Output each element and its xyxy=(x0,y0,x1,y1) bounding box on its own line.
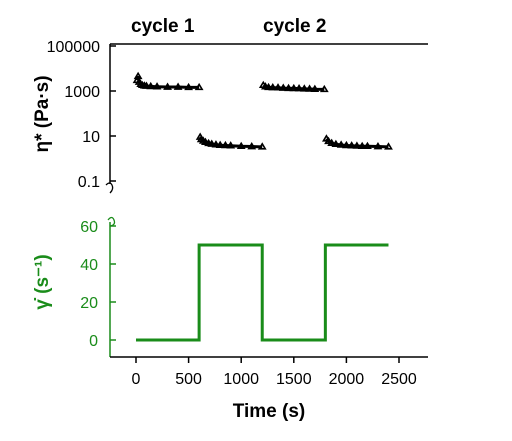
shear-rate-y-tick-label: 20 xyxy=(80,295,98,312)
viscosity-series-4 xyxy=(325,137,389,149)
annotation-cycle-1: cycle 1 xyxy=(131,16,195,37)
shear-rate-y-tick-label: 60 xyxy=(80,219,98,236)
time-x-tick-label: 2500 xyxy=(381,371,417,388)
time-x-tick-label: 2000 xyxy=(329,371,365,388)
shear-rate-panel: 0 20 40 60 0 500 1000 1500 2000 2500 γ̇ (s⁻¹) Ti… xyxy=(32,216,428,422)
viscosity-series-1 xyxy=(135,75,200,89)
time-x-tick-label: 0 xyxy=(132,371,141,388)
viscosity-data-points xyxy=(132,71,393,150)
shear-rate-axis-title: γ̇ (s⁻¹) xyxy=(32,254,53,309)
time-axis-title: Time (s) xyxy=(233,401,306,422)
y-tick-label-100000: 100000 xyxy=(47,39,100,56)
shear-rate-line xyxy=(136,243,389,342)
y-tick-label-10: 10 xyxy=(82,129,100,146)
bottom-axis-break-mark xyxy=(107,216,116,227)
viscosity-panel: cycle 1 cycle 2 100000 1000 10 0.1 η* (P… xyxy=(32,16,428,194)
shear-rate-y-tick-label: 40 xyxy=(80,257,98,274)
viscosity-axis-title: η* (Pa·s) xyxy=(32,75,53,152)
shear-rate-y-ticks: 0 20 40 60 xyxy=(80,219,116,350)
shear-rate-y-tick-label: 0 xyxy=(89,333,98,350)
time-x-tick-label: 1500 xyxy=(276,371,312,388)
time-x-tick-label: 1000 xyxy=(223,371,259,388)
y-tick-label-1000: 1000 xyxy=(64,84,100,101)
viscosity-series-2 xyxy=(198,136,263,149)
y-tick-label-0.1: 0.1 xyxy=(78,174,100,191)
time-x-tick-label: 500 xyxy=(175,371,202,388)
top-axis-break-mark xyxy=(105,182,114,194)
time-x-ticks: 0 500 1000 1500 2000 2500 xyxy=(132,357,417,388)
viscosity-series-3 xyxy=(262,84,325,91)
annotation-cycle-2: cycle 2 xyxy=(263,16,326,37)
viscosity-y-ticks: 100000 1000 10 0.1 xyxy=(47,39,116,191)
